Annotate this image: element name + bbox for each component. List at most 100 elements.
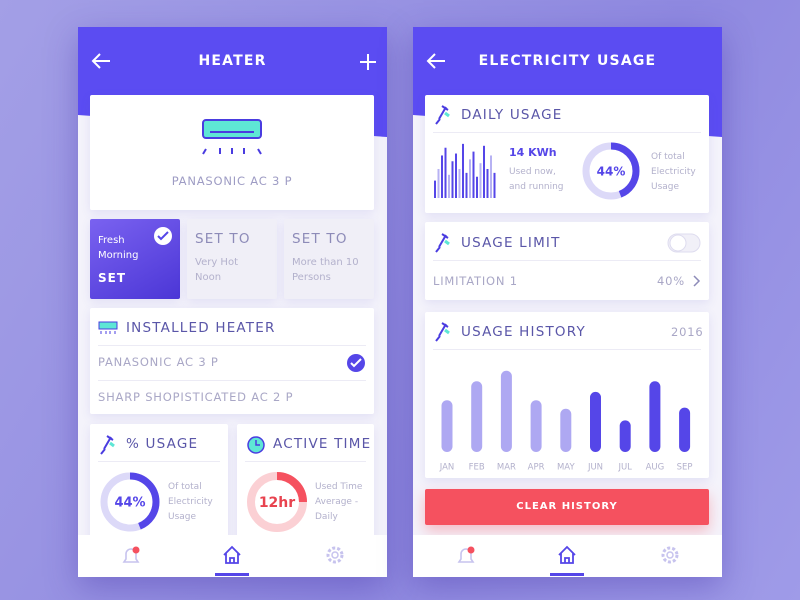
clock-icon [247,436,265,454]
month-label: MAR [497,463,516,473]
history-chart: JAN FEB MAR APR MAY JUN JUL AUG SEP [439,370,693,473]
add-button[interactable] [358,52,378,72]
device-card: PANASONIC AC 3 P [90,95,374,210]
ac-icon [98,321,118,334]
daily-bar [486,169,489,198]
mode-card[interactable]: SET TO Very Hot Noon [187,219,277,299]
header-title: HEATER [198,53,267,69]
month-label: JAN [439,463,455,473]
card-title: DAILY USAGE [461,107,563,123]
month-label: APR [528,463,545,473]
history-bar [619,420,631,452]
check-icon [154,227,172,245]
usage-caption: Of total Electricity Usage [168,482,213,522]
heater-item[interactable]: SHARP SHOPISTICATED AC 2 P [98,390,294,404]
home-tab[interactable] [221,544,243,566]
daily-bars [434,143,496,198]
daily-card: DAILY USAGE 14 KWh Used now, and running… [425,95,709,213]
time-value: 12hr [259,495,295,511]
history-bar [590,391,601,452]
chevron [693,275,701,287]
daily-bar [451,161,454,198]
daily-bar [469,159,471,198]
daily-donut: 44% [582,142,640,200]
donut-arc [100,472,160,532]
installed-card: INSTALLED HEATER PANASONIC AC 3 P SHARP … [90,308,374,414]
active-time-card: ACTIVE TIME 12hr Used Time Average - Dai… [237,424,374,554]
daily-bar [476,176,478,198]
header-title: ELECTRICITY USAGE [478,53,657,69]
usage-donut: 44% [100,472,160,532]
history-bar [649,381,661,452]
history-bar [441,400,453,452]
limit-card: USAGE LIMIT LIMITATION 1 40% [425,222,709,300]
daily-bar [448,174,450,198]
mode-card-active[interactable]: Fresh Morning SET [90,219,180,299]
mode-action: SET [98,271,127,285]
mode-subtitle: More than 10 Persons [292,257,359,283]
check-icon [347,354,365,372]
settings-tab[interactable] [324,544,346,566]
plug-icon [435,233,450,253]
back-button[interactable] [90,51,114,71]
heater-item[interactable]: PANASONIC AC 3 P [98,355,219,369]
clear-history-button[interactable]: CLEAR HISTORY [425,489,709,525]
daily-bar [493,172,496,198]
time-caption: Used Time Average - Daily [315,482,363,522]
mode-subtitle: Very Hot Noon [195,257,238,283]
time-donut: 12hr [247,472,307,532]
daily-bar [444,147,447,198]
mode-title: SET TO [292,231,348,247]
limit-item[interactable]: LIMITATION 1 [433,274,518,288]
back-button[interactable] [425,51,449,71]
home-tab[interactable] [556,544,578,566]
history-card: USAGE HISTORY 2016 JAN FEB MAR APR MAY JUN JUL… [425,312,709,478]
heater-screen: HEATER PANASONIC AC 3 P Fresh Morning SE… [78,27,387,577]
electricity-screen: ELECTRICITY USAGE DAILY USAGE 14 KWh Use… [413,27,722,577]
tab-bar [413,535,722,577]
daily-bar [437,169,440,198]
mode-title: Fresh Morning [98,235,139,261]
limit-value: 40% [657,274,685,288]
daily-status: Used now, and running [509,167,564,192]
usage-card: % USAGE 44% Of total Electricity Usage [90,424,228,554]
settings-tab[interactable] [659,544,681,566]
month-label: FEB [469,463,485,473]
daily-bar [455,153,457,198]
history-bar [500,370,512,452]
month-label: MAY [557,463,575,473]
plug-icon [100,435,115,455]
device-name: PANASONIC AC 3 P [171,174,293,188]
daily-caption: Of total Electricity Usage [651,152,696,192]
daily-bar [479,163,482,198]
daily-bar [458,169,461,198]
notifications-tab[interactable] [120,545,142,567]
ac-icon [202,119,262,155]
month-label: SEP [677,463,693,473]
card-title: ACTIVE TIME [273,436,372,452]
daily-amount: 14 KWh [509,146,557,159]
donut-arc [582,142,640,200]
card-title: % USAGE [126,436,199,452]
notifications-tab[interactable] [455,545,477,567]
card-title: USAGE HISTORY [461,324,586,340]
donut-label: 44% [597,165,626,179]
daily-bar [490,155,492,198]
plug-icon [435,322,450,342]
history-bar [471,381,483,452]
history-year: 2016 [671,325,704,339]
card-title: INSTALLED HEATER [126,320,276,336]
daily-bar [462,143,464,198]
mode-title: SET TO [195,231,251,247]
daily-bar [434,180,436,198]
daily-bar [483,145,485,198]
daily-bar [441,155,443,198]
daily-bar [472,151,475,198]
month-label: JUN [587,463,603,473]
tab-bar [78,535,387,577]
mode-card[interactable]: SET TO More than 10 Persons [284,219,374,299]
month-label: JUL [617,463,632,473]
limit-toggle[interactable] [667,232,701,254]
history-bar [530,400,542,452]
